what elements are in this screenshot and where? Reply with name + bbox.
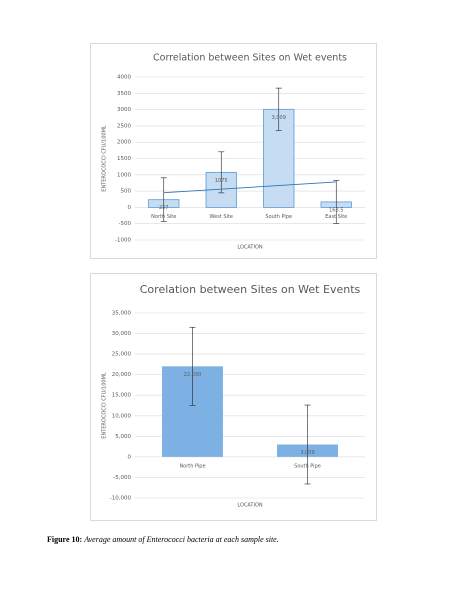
- y-tick-label: 20,000: [112, 372, 132, 378]
- x-tick-label: West Site: [210, 214, 233, 220]
- value-label: 168.5: [329, 207, 343, 213]
- chart-frame: [90, 43, 377, 259]
- y-tick-label: 30,000: [112, 331, 132, 337]
- y-tick-label: -10,000: [110, 496, 132, 502]
- y-tick-label: 1000: [117, 172, 131, 178]
- caption: Figure 10: Average amount of Enterococci…: [47, 535, 279, 544]
- chart-title: Corelation between Sites on Wet Events: [140, 283, 361, 296]
- caption-text: Average amount of Enterococci bacteria a…: [83, 535, 279, 544]
- caption-label: Figure 10:: [47, 535, 82, 544]
- y-tick-label: 0: [128, 205, 132, 211]
- y-tick-label: -5,000: [113, 475, 131, 481]
- x-axis-title: LOCATION: [237, 503, 263, 509]
- value-label: 237: [159, 205, 169, 211]
- y-axis-title: ENTEROCOCCI CFU/100ML: [102, 372, 108, 439]
- y-tick-label: 2500: [117, 123, 131, 129]
- y-tick-label: 25,000: [112, 352, 132, 358]
- y-tick-label: -500: [119, 221, 132, 227]
- value-label: 3,009: [272, 115, 286, 121]
- value-label: 22,030: [184, 372, 202, 378]
- y-tick-label: 35,000: [112, 311, 132, 317]
- y-tick-label: 3000: [117, 107, 131, 113]
- y-tick-label: 2000: [117, 140, 131, 146]
- trend-line: [163, 181, 337, 194]
- y-tick-label: -1000: [115, 238, 131, 244]
- y-tick-label: 3500: [117, 91, 131, 97]
- y-tick-label: 15,000: [112, 393, 132, 399]
- y-axis-title: ENTEROCOCCI CFU/100ML: [102, 125, 108, 192]
- y-tick-label: 500: [121, 189, 132, 195]
- value-label: 3,009: [300, 450, 314, 456]
- bar: [263, 108, 295, 208]
- y-tick-label: 10,000: [112, 413, 132, 419]
- y-tick-label: 5,000: [115, 434, 131, 440]
- y-tick-label: 4000: [117, 75, 131, 81]
- y-tick-label: 1500: [117, 156, 131, 162]
- chart-title: Correlation between Sites on Wet events: [153, 53, 347, 64]
- x-tick-label: South Pipe: [265, 214, 292, 220]
- y-tick-label: 0: [128, 454, 132, 460]
- chart-frame: [90, 273, 377, 521]
- x-axis-title: LOCATION: [237, 245, 263, 251]
- x-tick-label: North Pipe: [179, 463, 205, 469]
- value-label: 1075: [215, 178, 228, 184]
